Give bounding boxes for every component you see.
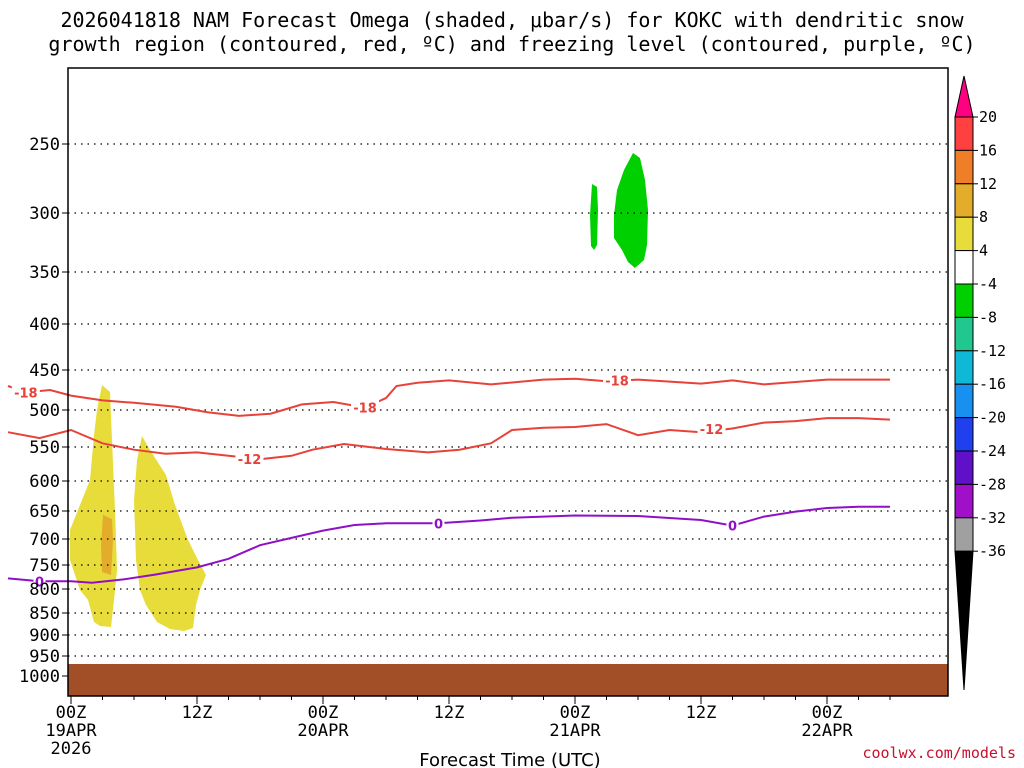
contour-label: -12 bbox=[238, 453, 262, 468]
contour-label: -18 bbox=[353, 402, 377, 417]
chart-title-line-1: 2026041818 NAM Forecast Omega (shaded, μ… bbox=[60, 8, 964, 32]
yellow-plume-2 bbox=[134, 436, 206, 631]
colorbar-label: 4 bbox=[979, 242, 988, 260]
colorbar-bin bbox=[954, 450, 974, 485]
contour-label-bg bbox=[11, 384, 40, 400]
x-tick-date: 20APR bbox=[297, 721, 349, 741]
colorbar-bin bbox=[954, 183, 974, 218]
colorbar-label: -16 bbox=[979, 375, 1006, 393]
colorbar-label: 8 bbox=[979, 208, 988, 226]
colorbar-label: 16 bbox=[979, 141, 997, 159]
contour-label-bg bbox=[432, 515, 445, 531]
contour-label: -12 bbox=[700, 423, 724, 438]
contour-label: -18 bbox=[605, 374, 629, 389]
contour-label-bg bbox=[235, 451, 264, 467]
colorbar-label: -32 bbox=[979, 509, 1006, 527]
colorbar-bin bbox=[954, 483, 974, 519]
contour-label: 0 bbox=[35, 575, 44, 590]
colorbar-label: -24 bbox=[979, 442, 1006, 460]
y-tick-label: 350 bbox=[29, 263, 60, 283]
y-tick-label: 950 bbox=[29, 647, 60, 667]
plot-frame bbox=[67, 67, 949, 697]
colorbar-top-arrow bbox=[954, 75, 974, 118]
x-tick-date: 22APR bbox=[801, 721, 853, 741]
y-tick-label: 450 bbox=[29, 361, 60, 381]
colorbar-label: -20 bbox=[979, 409, 1006, 427]
contour-label: 0 bbox=[728, 520, 737, 535]
colorbar-label: -28 bbox=[979, 475, 1006, 493]
yellow-plume-1 bbox=[70, 385, 117, 627]
x-tick-year: 2026 bbox=[51, 739, 92, 759]
colorbar-label: -8 bbox=[979, 308, 997, 326]
x-tick-label: 00Z bbox=[560, 703, 591, 723]
x-tick-label: 00Z bbox=[56, 703, 87, 723]
contour-minus-12 bbox=[7, 417, 891, 461]
y-tick-label: 750 bbox=[29, 556, 60, 576]
credit-text: coolwx.com/models bbox=[862, 744, 1016, 762]
x-tick-label: 00Z bbox=[812, 703, 843, 723]
contour-label-bg bbox=[726, 517, 739, 533]
x-tick-label: 12Z bbox=[686, 703, 717, 723]
y-tick-label: 300 bbox=[29, 204, 60, 224]
contour-label-bg bbox=[697, 421, 726, 437]
y-tick-label: 900 bbox=[29, 626, 60, 646]
y-tick-label: 600 bbox=[29, 472, 60, 492]
colorbar-label: -36 bbox=[979, 542, 1006, 560]
x-axis-title: Forecast Time (UTC) bbox=[419, 750, 600, 768]
colorbar-bottom-arrow bbox=[954, 550, 974, 691]
contour-label-bg bbox=[351, 399, 379, 415]
colorbar-bin bbox=[954, 417, 974, 452]
green-upper-2 bbox=[614, 153, 648, 268]
colorbar-bin bbox=[954, 216, 974, 252]
y-tick-label: 550 bbox=[29, 438, 60, 458]
colorbar-bin bbox=[954, 116, 974, 151]
x-tick-label: 00Z bbox=[308, 703, 339, 723]
x-tick-label: 12Z bbox=[182, 703, 213, 723]
x-tick-date: 21APR bbox=[549, 721, 601, 741]
y-tick-label: 400 bbox=[29, 315, 60, 335]
colorbar-bin bbox=[954, 283, 974, 318]
contour-label: 0 bbox=[434, 517, 443, 532]
colorbar-bin bbox=[954, 316, 974, 352]
colorbar-label: 20 bbox=[979, 108, 997, 126]
y-tick-label: 800 bbox=[29, 580, 60, 600]
y-tick-label: 850 bbox=[29, 604, 60, 624]
ground bbox=[68, 664, 948, 696]
x-tick-label: 12Z bbox=[434, 703, 465, 723]
orange-core bbox=[101, 515, 113, 575]
chart-title-line-2: growth region (contoured, red, ºC) and f… bbox=[48, 32, 976, 56]
contour-label-bg bbox=[33, 573, 46, 589]
y-tick-label: 700 bbox=[29, 530, 60, 550]
colorbar-label: -12 bbox=[979, 342, 1006, 360]
colorbar-label: 12 bbox=[979, 175, 997, 193]
colorbar-bin bbox=[954, 250, 974, 285]
contour-label: -18 bbox=[14, 386, 38, 401]
y-tick-label: 250 bbox=[29, 135, 60, 155]
contour-minus-18 bbox=[7, 377, 890, 417]
colorbar-bin bbox=[954, 517, 974, 552]
contour-freezing-level bbox=[7, 505, 890, 584]
y-tick-label: 650 bbox=[29, 502, 60, 522]
y-tick-label: 500 bbox=[29, 401, 60, 421]
colorbar-bin bbox=[954, 149, 974, 185]
contour-label-bg bbox=[603, 372, 631, 388]
x-tick-date: 19APR bbox=[45, 721, 97, 741]
colorbar-bin bbox=[954, 350, 974, 385]
green-upper-1 bbox=[590, 184, 598, 250]
colorbar-bin bbox=[954, 383, 974, 419]
y-tick-label: 1000 bbox=[19, 667, 60, 687]
colorbar-label: -4 bbox=[979, 275, 997, 293]
